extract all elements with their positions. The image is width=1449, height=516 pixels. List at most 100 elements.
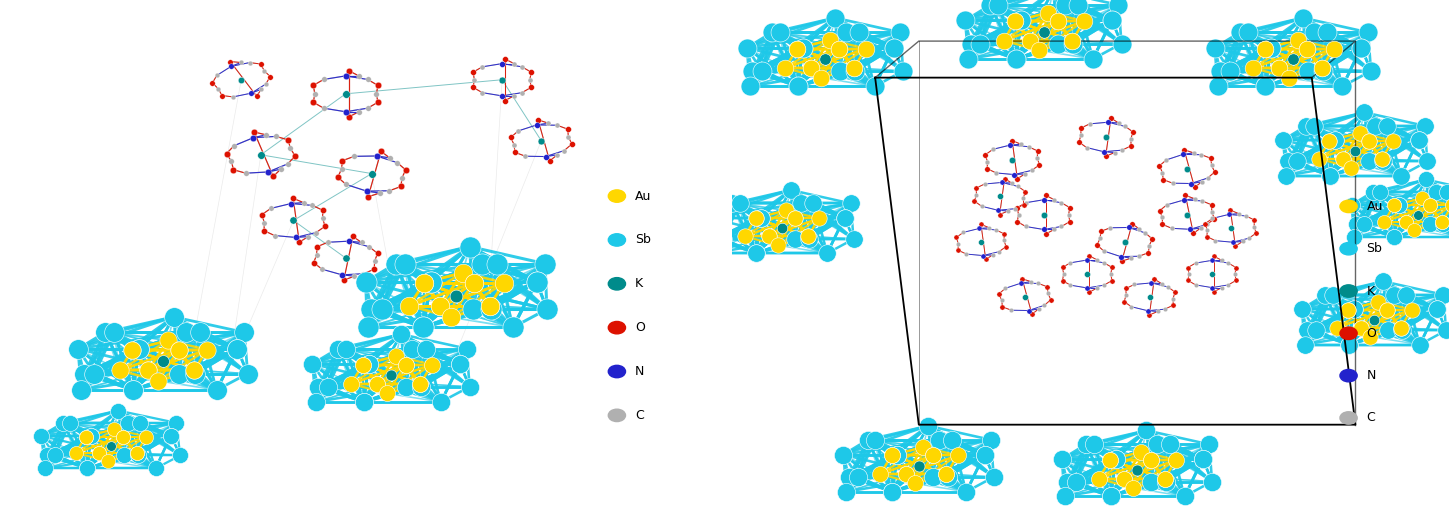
Point [1082,440,1106,448]
Point [326,345,349,353]
Point [975,157,998,166]
Point [356,75,380,84]
Point [1407,136,1430,144]
Point [420,361,443,369]
Point [835,488,858,496]
Point [1097,118,1120,126]
Point [790,199,813,207]
Point [1219,206,1242,214]
Point [1051,199,1074,207]
Point [367,249,390,257]
Point [1224,264,1248,272]
Point [1359,332,1382,341]
Point [1340,201,1364,209]
Point [503,148,526,156]
Point [394,361,417,369]
Point [1236,28,1259,37]
Point [1126,466,1149,475]
Point [365,380,388,388]
Point [994,284,1017,293]
Point [1137,293,1161,301]
Point [1295,122,1319,130]
Point [365,90,388,98]
Point [971,251,994,260]
Point [1390,324,1413,332]
Point [1426,305,1449,313]
Point [984,169,1007,177]
Point [1259,43,1282,52]
Point [1375,122,1398,130]
Point [70,386,93,394]
Point [1151,280,1174,288]
Point [1035,191,1058,200]
Point [538,157,561,165]
Point [307,383,330,391]
Point [1094,152,1117,160]
Point [1200,256,1223,265]
Point [965,184,988,192]
Point [519,76,542,84]
Point [1406,211,1429,219]
Point [1182,149,1206,157]
Point [461,83,484,91]
Point [252,227,275,235]
Point [128,345,151,353]
Point [1281,55,1304,63]
Point [1337,341,1361,349]
Point [969,220,993,229]
Point [226,345,249,353]
Point [882,43,906,52]
Point [1390,326,1413,334]
Point [1148,162,1171,170]
Point [159,432,183,440]
Point [242,134,265,142]
Point [978,1,1001,9]
Point [1137,241,1161,250]
Point [303,90,326,98]
Point [1332,154,1355,163]
Point [1004,17,1027,25]
Point [503,92,526,100]
Point [1243,216,1266,224]
Point [1277,157,1300,166]
Point [801,199,824,207]
Point [342,152,365,160]
Point [1036,283,1059,291]
Point [785,44,809,53]
Point [135,432,158,441]
Point [935,470,958,478]
Point [1223,270,1246,278]
Point [367,98,390,106]
Point [972,450,995,459]
Point [1295,67,1319,75]
Point [1120,219,1143,228]
Point [827,44,851,53]
Point [894,470,917,478]
Point [461,68,484,76]
Point [974,180,997,188]
Point [1362,315,1385,324]
Circle shape [1340,243,1358,255]
Point [1295,44,1319,53]
Point [1382,201,1406,209]
Point [1217,211,1240,219]
Point [1035,230,1058,238]
Point [1069,124,1093,132]
Point [993,37,1016,45]
Point [167,369,190,378]
Point [797,232,820,240]
Point [839,199,862,207]
Point [206,386,229,394]
Point [1146,440,1169,448]
Point [536,119,559,127]
Point [1319,171,1342,180]
Point [1350,43,1374,52]
Point [455,345,478,353]
Point [1358,157,1381,166]
Point [1194,219,1217,228]
Point [1342,305,1365,313]
Point [1085,241,1108,249]
Point [1036,8,1059,17]
Point [797,232,820,240]
Point [126,452,149,460]
